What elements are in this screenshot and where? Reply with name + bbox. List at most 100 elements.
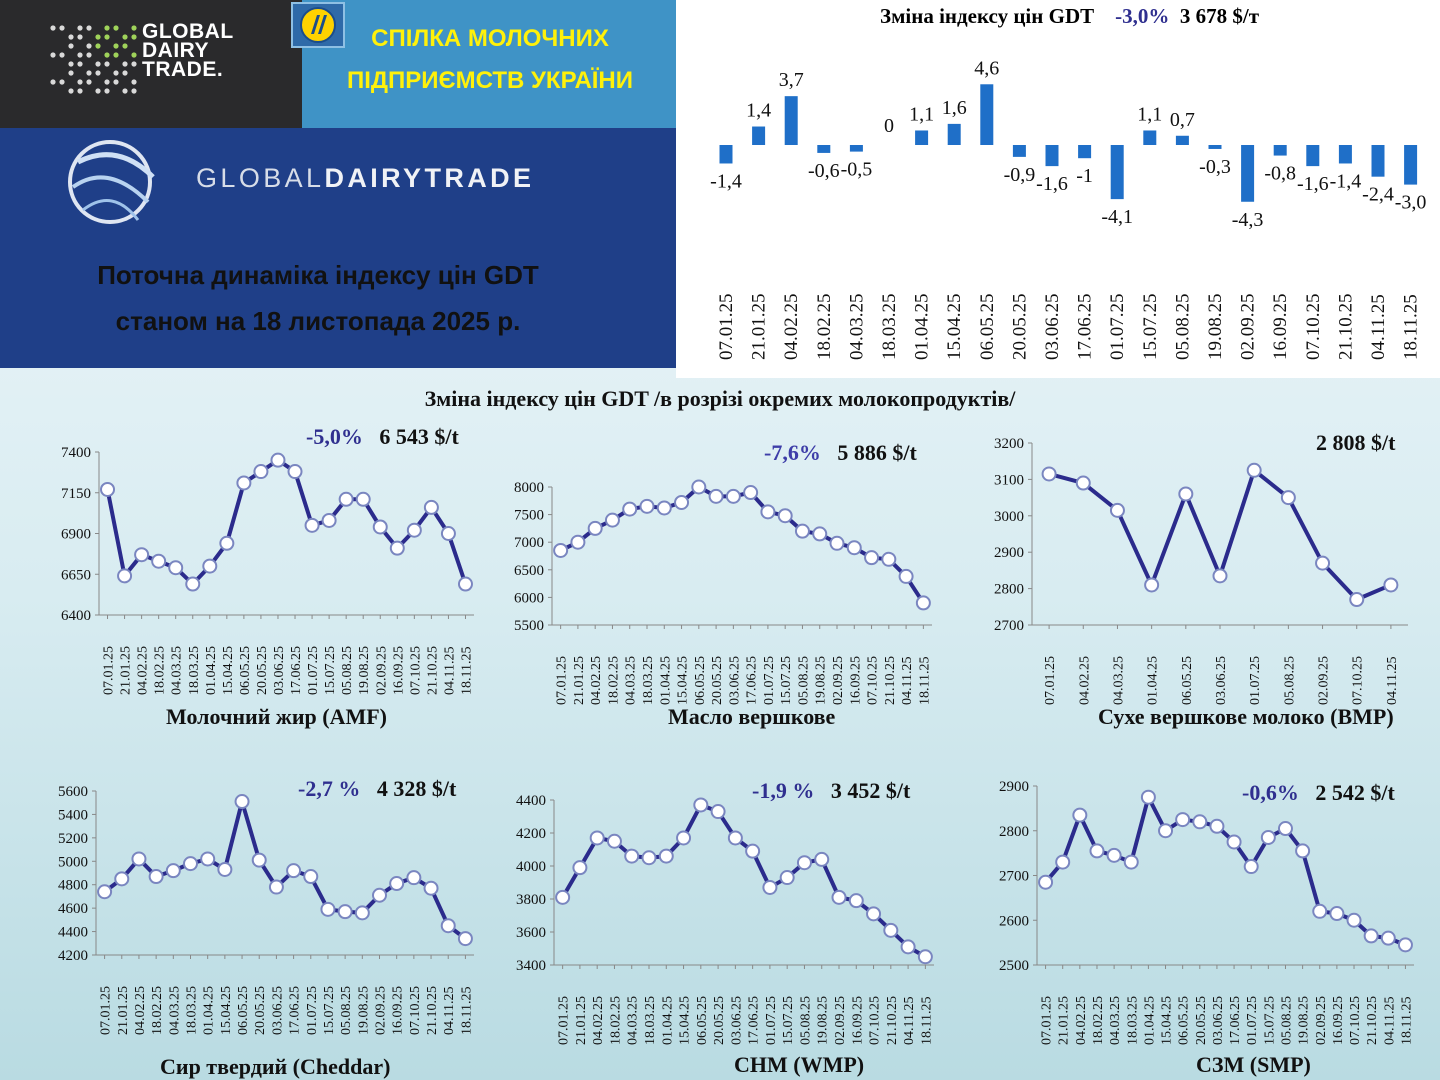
index-bar-label: 1,6 — [942, 97, 967, 119]
x-tick-label: 05.08.25 — [339, 986, 354, 1035]
data-point — [1315, 555, 1331, 571]
logo-dot — [95, 70, 101, 76]
cheddar-change: -2,7 % — [298, 776, 361, 801]
x-tick-label: 05.08.25 — [1282, 656, 1297, 705]
logo-dot — [113, 52, 119, 58]
logo-dot — [86, 79, 92, 85]
x-tick-label: 15.04.25 — [221, 646, 236, 695]
data-point — [864, 550, 880, 566]
y-tick-label: 8000 — [514, 480, 544, 496]
y-tick-label: 6400 — [61, 608, 91, 624]
logo-dot — [131, 88, 137, 94]
x-tick-label: 07.01.25 — [99, 986, 114, 1035]
logo-dot — [113, 43, 119, 49]
gdt-logo-line-2: DAIRY — [142, 39, 210, 62]
data-point — [656, 500, 672, 516]
logo-dot — [50, 52, 56, 58]
logo-dot — [59, 79, 65, 85]
data-point — [1140, 789, 1156, 805]
y-tick-label: 5200 — [58, 831, 88, 847]
logo-dot — [122, 43, 128, 49]
data-point — [372, 519, 388, 535]
data-point — [1072, 807, 1088, 823]
x-tick-label: 17.06.25 — [747, 996, 762, 1045]
y-tick-label: 2800 — [999, 824, 1029, 840]
data-point — [320, 901, 336, 917]
y-tick-label: 5000 — [58, 854, 88, 870]
banner-title-line-1: Поточна динаміка індексу цін GDT — [97, 260, 539, 290]
y-tick-label: 2600 — [999, 913, 1029, 929]
x-tick-label: 03.06.25 — [272, 646, 287, 695]
data-point — [622, 501, 638, 517]
data-point — [898, 568, 914, 584]
logo-dot — [50, 25, 56, 31]
wmp-chart-header: -1,9 % 3 452 $/t — [752, 778, 910, 804]
index-x-tick-label: 06.05.25 — [977, 294, 998, 361]
union-title-line-2: ПІДПРИЄМСТВ УКРАЇНИ — [347, 67, 633, 94]
gdt-logo-line-3: TRADE. — [142, 58, 224, 81]
bmp-price: 2 808 $/t — [1316, 430, 1396, 455]
y-tick-label: 3200 — [994, 436, 1024, 452]
data-point — [794, 523, 810, 539]
series-line — [105, 458, 468, 587]
x-tick-label: 07.10.25 — [866, 656, 881, 705]
logo-dot — [122, 88, 128, 94]
y-tick-label: 3600 — [516, 925, 546, 941]
data-point — [286, 863, 302, 879]
banner-title-line-2: станом на 18 листопада 2025 р. — [115, 306, 521, 336]
logo-dot — [95, 43, 101, 49]
data-point — [796, 855, 812, 871]
x-tick-label: 01.04.25 — [1142, 996, 1157, 1045]
x-tick-label: 04.11.25 — [1382, 997, 1397, 1045]
x-tick-label: 15.07.25 — [323, 646, 338, 695]
x-tick-label: 16.09.25 — [391, 986, 406, 1035]
data-point — [131, 851, 147, 867]
y-tick-label: 6000 — [514, 590, 544, 606]
data-point — [148, 869, 164, 885]
data-point — [881, 551, 897, 567]
data-point — [389, 540, 405, 556]
x-tick-label: 07.10.25 — [868, 996, 883, 1045]
data-point — [1383, 577, 1399, 593]
data-point — [848, 893, 864, 909]
x-tick-label: 16.09.25 — [850, 996, 865, 1045]
x-tick-label: 07.10.25 — [1348, 996, 1363, 1045]
index-bar — [1404, 145, 1418, 185]
data-point — [1349, 592, 1365, 608]
logo-dot — [86, 70, 92, 76]
data-point — [915, 595, 931, 611]
data-point — [372, 887, 387, 903]
index-bar-label: -2,4 — [1362, 184, 1394, 206]
data-point — [779, 870, 795, 886]
data-point — [693, 797, 709, 813]
data-point — [202, 558, 218, 574]
data-point — [587, 520, 603, 536]
y-tick-label: 5500 — [514, 618, 544, 634]
index-x-tick-label: 17.06.25 — [1075, 294, 1096, 361]
data-point — [639, 498, 655, 514]
index-x-tick-label: 20.05.25 — [1009, 294, 1030, 361]
logo-dot — [77, 79, 83, 85]
x-tick-label: 02.09.25 — [374, 646, 389, 695]
index-x-tick-label: 07.10.25 — [1303, 294, 1324, 361]
index-bar-label: -0,9 — [1004, 164, 1036, 186]
data-point — [406, 522, 422, 538]
logo-dot — [86, 43, 92, 49]
index-x-tick-label: 21.01.25 — [749, 294, 770, 361]
x-tick-label: 16.09.25 — [848, 656, 863, 705]
data-point — [1212, 568, 1228, 584]
amf-price: 6 543 $/t — [379, 424, 459, 449]
x-tick-label: 04.03.25 — [624, 656, 639, 705]
data-point — [236, 475, 252, 491]
data-point — [900, 939, 916, 955]
data-point — [1260, 829, 1276, 845]
data-point — [1346, 912, 1362, 928]
x-tick-label: 01.04.25 — [204, 646, 219, 695]
x-tick-label: 18.03.25 — [185, 986, 200, 1035]
index-chart-panel: Зміна індексу цін GDT -3,0% 3 678 $/т -1… — [676, 0, 1440, 378]
y-tick-label: 6500 — [514, 563, 544, 579]
smp-change: -0,6% — [1242, 780, 1299, 805]
x-tick-label: 15.07.25 — [781, 996, 796, 1045]
x-tick-label: 18.03.25 — [641, 656, 656, 705]
data-point — [1075, 475, 1091, 491]
